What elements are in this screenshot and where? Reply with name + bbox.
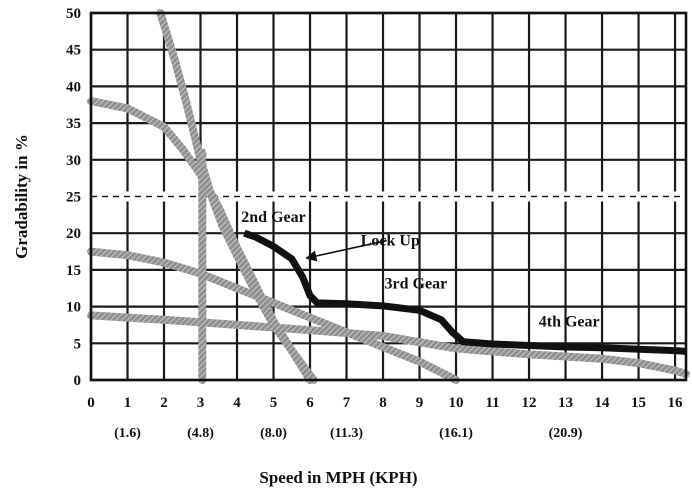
- x-axis-title: Speed in MPH (KPH): [259, 468, 417, 487]
- x-tick-label: 10: [449, 395, 464, 411]
- y-tick-label: 45: [66, 43, 81, 59]
- plot-border: [89, 11, 688, 382]
- y-tick-label: 5: [74, 336, 82, 352]
- y-tick-label: 40: [66, 79, 81, 95]
- gray-curve: [87, 247, 460, 384]
- kph-label: (4.8): [187, 426, 214, 441]
- y-tick-label: 35: [66, 116, 81, 132]
- x-tick-label: 12: [522, 395, 537, 411]
- x-tick-label: 5: [270, 395, 278, 411]
- x-tick-label: 1: [124, 395, 132, 411]
- x-tick-label: 11: [485, 395, 499, 411]
- kph-label: (20.9): [549, 426, 583, 441]
- annotation-label: 2nd Gear: [241, 209, 305, 226]
- y-tick-label: 20: [66, 226, 81, 242]
- x-tick-label: 4: [233, 395, 241, 411]
- x-tick-label: 15: [631, 395, 646, 411]
- y-tick-label: 25: [66, 190, 81, 206]
- series-layer: [243, 229, 687, 355]
- x-tick-label: 8: [379, 395, 387, 411]
- y-tick-label: 10: [66, 300, 81, 316]
- x-tick-label: 14: [595, 395, 611, 411]
- y-tick-label: 0: [74, 373, 82, 389]
- x-tick-label: 7: [343, 395, 351, 411]
- gray-curves: [87, 9, 690, 384]
- lockup-curve: [243, 229, 687, 355]
- labels: 0 1 2 3 4 5 6 7 8 9 10 11 12 13 14 15 160510152025303540…: [12, 6, 683, 487]
- kph-label: (11.3): [330, 426, 363, 441]
- kph-label: (8.0): [260, 426, 287, 441]
- lockup-arrow: [305, 239, 387, 262]
- x-tick-label: 9: [416, 395, 424, 411]
- x-tick-label: 6: [306, 395, 314, 411]
- annotation-label: Lock Up: [361, 233, 420, 250]
- reference-line-layer: [91, 191, 686, 202]
- y-axis-title: Gradability in %: [12, 134, 31, 259]
- x-tick-label: 0: [87, 395, 95, 411]
- y-tick-label: 30: [66, 153, 81, 169]
- kph-label: (16.1): [439, 426, 473, 441]
- gray-curve: [87, 311, 690, 379]
- x-tick-label: 16: [668, 395, 684, 411]
- x-tick-label: 13: [558, 395, 573, 411]
- annotation-label: 4th Gear: [539, 313, 600, 330]
- kph-label: (1.6): [114, 426, 141, 441]
- x-tick-label: 3: [197, 395, 205, 411]
- y-tick-label: 50: [66, 6, 81, 22]
- annotation-label: 3rd Gear: [385, 275, 448, 292]
- axes: [89, 11, 688, 382]
- y-tick-label: 15: [66, 263, 81, 279]
- x-tick-label: 2: [160, 395, 168, 411]
